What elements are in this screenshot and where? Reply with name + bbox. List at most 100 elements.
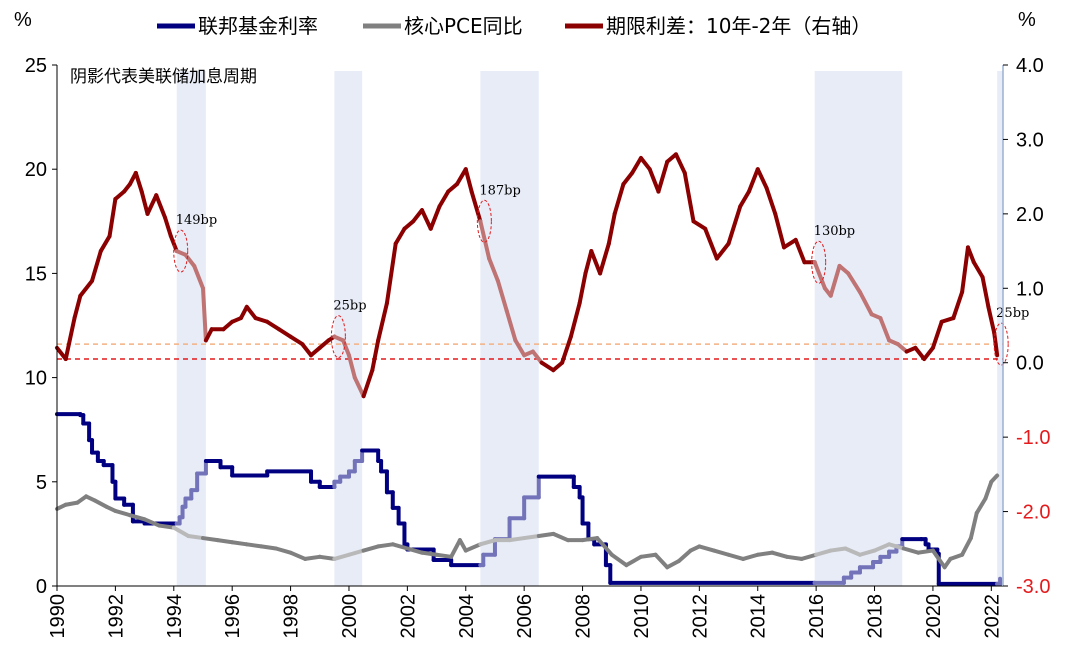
core-pce-segment xyxy=(200,536,220,543)
term-spread-segment xyxy=(992,330,1000,358)
term-spread-segment xyxy=(376,301,389,343)
term-spread-segment xyxy=(965,245,976,265)
term-spread-segment xyxy=(419,208,433,231)
core-pce-segment xyxy=(638,552,658,559)
term-spread-segment xyxy=(455,167,468,187)
term-spread-segment xyxy=(63,316,77,361)
core-pce-segment xyxy=(259,544,278,551)
right-tick-label: 1.0 xyxy=(1016,278,1044,300)
core-pce-segment xyxy=(814,548,833,557)
term-spread-segment xyxy=(922,345,935,361)
core-pce-segment xyxy=(551,531,570,543)
term-spread-segment xyxy=(530,349,544,365)
term-spread-segment xyxy=(107,196,118,239)
term-spread-segment xyxy=(352,375,366,399)
term-spread-segment xyxy=(560,334,573,365)
term-spread-segment xyxy=(183,252,197,268)
right-tick-label: 4.0 xyxy=(1016,55,1044,77)
annotation-label: 25bp xyxy=(996,306,1029,321)
x-tick-label: 1994 xyxy=(164,594,186,639)
core-pce-segment xyxy=(676,548,693,563)
tick-labels: 0 5 10 15 20 25 -3.0 -2.0 -1.0 0.0 1.0 2.0 3.0 4.0 199… xyxy=(25,55,1051,639)
hike-period-shade xyxy=(480,71,539,586)
left-tick-label: 15 xyxy=(25,263,47,285)
term-spread-segment xyxy=(568,301,582,339)
term-spread-segment xyxy=(913,345,927,361)
term-spread-segment xyxy=(495,278,509,313)
term-spread-segment xyxy=(168,234,179,254)
term-spread-segment xyxy=(370,338,381,373)
term-spread-segment xyxy=(606,211,617,246)
core-pce-segment xyxy=(609,552,629,568)
term-spread-segment xyxy=(203,327,214,343)
term-spread-segment xyxy=(139,189,150,216)
term-spread-segment xyxy=(764,185,778,216)
term-spread-segment xyxy=(90,249,103,283)
term-spread-segment xyxy=(513,338,527,358)
term-spread-segment xyxy=(163,215,173,239)
left-tick-label: 25 xyxy=(25,55,47,77)
core-pce-segment xyxy=(215,538,235,545)
annotation-label: 187bp xyxy=(479,183,520,198)
core-pce-segment xyxy=(463,542,483,553)
left-tick-label: 10 xyxy=(25,368,47,390)
term-spread-segment xyxy=(253,316,270,324)
core-pce-segment xyxy=(624,554,643,568)
term-spread-segment xyxy=(857,290,874,317)
x-tick-label: 2000 xyxy=(339,594,361,639)
term-spread-segment xyxy=(846,271,862,295)
core-pce-segment xyxy=(288,550,308,561)
annotation-ellipse xyxy=(993,322,1009,366)
annotations: 149bp 25bp 187bp 130bp 25bp xyxy=(173,183,1029,366)
right-axis-unit: % xyxy=(1018,9,1036,31)
term-spread-segment xyxy=(630,156,643,175)
term-spread-segment xyxy=(793,237,807,265)
term-spread-segment xyxy=(154,193,168,220)
term-spread-segment xyxy=(598,241,611,276)
term-spread-segment xyxy=(478,219,492,261)
term-spread-segment xyxy=(244,304,258,321)
core-pce-segment xyxy=(230,540,249,547)
annotation-ellipse xyxy=(476,199,492,243)
core-pce-segment xyxy=(273,546,293,555)
core-pce-segment xyxy=(434,552,454,559)
core-pce-segment xyxy=(127,513,147,522)
core-pce-segment xyxy=(653,552,670,570)
x-tick-label: 1996 xyxy=(222,594,244,639)
term-spread-segment xyxy=(939,316,956,324)
reference-lines xyxy=(57,343,1003,360)
x-tick-label: 2022 xyxy=(981,594,1003,639)
core-pce-segment xyxy=(449,538,462,559)
right-tick-label: -3.0 xyxy=(1016,576,1050,598)
left-tick-label: 0 xyxy=(36,576,47,598)
term-spread-segment xyxy=(726,204,743,246)
term-spread-segment xyxy=(703,226,719,261)
term-spread-segment xyxy=(393,226,407,246)
term-spread-segment xyxy=(437,189,451,209)
annotation-label: 130bp xyxy=(814,224,855,239)
term-spread-segment xyxy=(673,152,687,175)
x-tick-label: 2020 xyxy=(923,594,945,639)
core-pce-segment xyxy=(968,511,979,541)
core-pce-segment xyxy=(726,552,746,561)
core-pce-segment xyxy=(872,542,892,553)
term-spread-segment xyxy=(828,263,842,298)
term-spread-segment xyxy=(288,334,305,347)
core-pce-segment xyxy=(857,548,877,557)
core-pce-segment xyxy=(507,536,527,543)
core-pce-segment xyxy=(113,508,132,518)
core-pce-segment xyxy=(948,552,965,561)
term-spread-segment xyxy=(577,271,588,306)
term-spread-segment xyxy=(583,249,594,276)
term-spread-segment xyxy=(714,241,731,261)
core-pce-segment xyxy=(887,542,906,551)
axes xyxy=(52,64,1008,591)
x-tick-label: 2012 xyxy=(689,594,711,639)
term-spread-segment xyxy=(133,170,144,194)
x-tick-label: 2016 xyxy=(806,594,828,639)
core-pce-segment xyxy=(536,531,556,538)
shaded-periods xyxy=(176,71,1003,586)
series-lines xyxy=(55,152,1003,586)
term-spread-segment xyxy=(504,308,518,343)
